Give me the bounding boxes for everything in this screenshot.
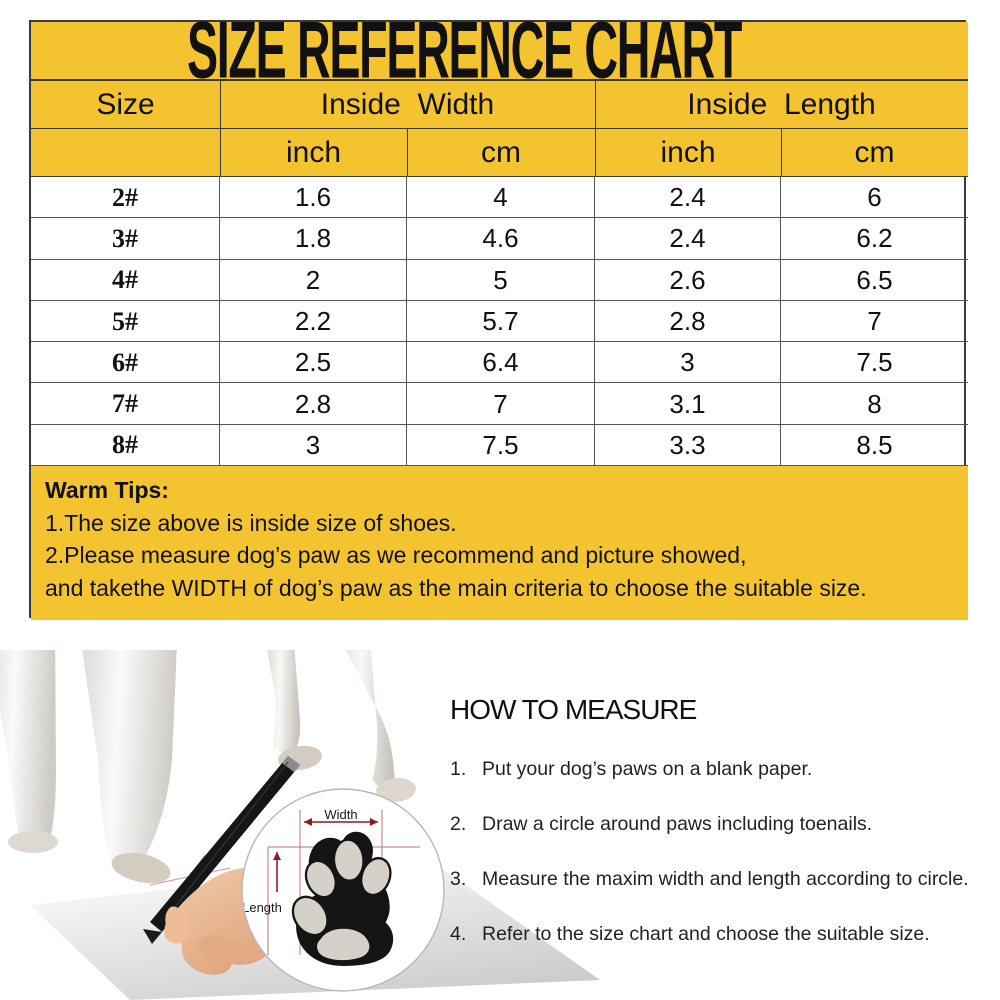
svg-text:Width: Width: [324, 807, 357, 822]
svg-text:Length: Length: [242, 900, 282, 915]
